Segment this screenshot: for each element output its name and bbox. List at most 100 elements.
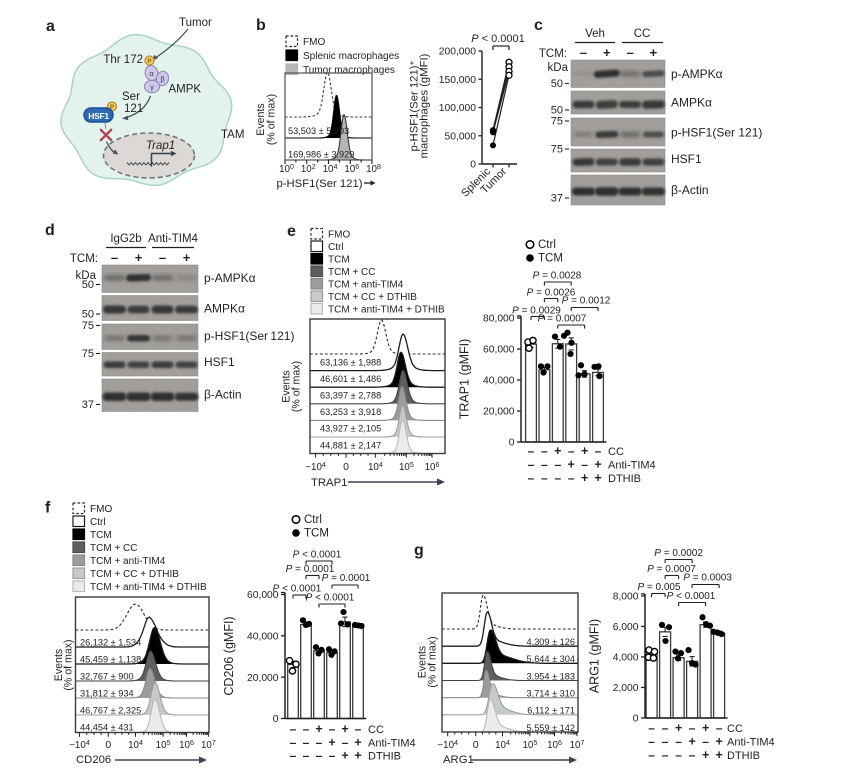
svg-text:150,000: 150,000 (439, 75, 476, 86)
svg-text:+: + (594, 458, 601, 472)
svg-text:104: 104 (128, 739, 143, 751)
svg-text:104: 104 (495, 739, 510, 751)
svg-text:53,503 ± 5,203: 53,503 ± 5,203 (288, 126, 349, 136)
svg-text:0: 0 (633, 714, 639, 725)
svg-text:AMPKα: AMPKα (671, 96, 712, 110)
svg-text:60,000: 60,000 (247, 590, 279, 601)
svg-text:Ctrl: Ctrl (538, 239, 556, 251)
svg-text:TCM: TCM (328, 255, 350, 266)
svg-text:c: c (534, 17, 543, 34)
svg-text:106: 106 (547, 739, 562, 751)
svg-text:Ctrl: Ctrl (304, 514, 322, 526)
svg-text:–: – (662, 735, 669, 749)
svg-text:kDa: kDa (76, 270, 97, 282)
svg-text:+: + (328, 736, 335, 750)
svg-text:P = 0.0028: P = 0.0028 (533, 271, 582, 282)
svg-text:P < 0.0001: P < 0.0001 (667, 591, 716, 602)
svg-text:TRAP1: TRAP1 (311, 477, 347, 489)
svg-text:β-Actin: β-Actin (671, 183, 709, 197)
svg-text:–: – (702, 735, 709, 749)
svg-text:FMO: FMO (328, 230, 350, 241)
svg-text:37: 37 (551, 193, 563, 205)
svg-text:4,309 ± 126: 4,309 ± 126 (527, 637, 575, 647)
svg-text:43,927 ± 2,105: 43,927 ± 2,105 (320, 424, 381, 434)
svg-text:–: – (554, 458, 561, 472)
svg-text:ARG1: ARG1 (443, 754, 474, 766)
svg-text:–: – (662, 721, 669, 735)
svg-text:–: – (541, 471, 548, 485)
svg-text:+: + (354, 736, 361, 750)
svg-text:+: + (354, 749, 361, 763)
svg-text:44,454 ± 431: 44,454 ± 431 (80, 723, 134, 733)
svg-text:200,000: 200,000 (439, 47, 476, 58)
svg-text:–: – (541, 458, 548, 472)
svg-text:HSF1: HSF1 (204, 355, 235, 369)
svg-text:100,000: 100,000 (439, 103, 476, 114)
svg-text:FMO: FMO (90, 504, 112, 515)
svg-text:–: – (111, 250, 118, 265)
svg-text:46,767 ± 2,325: 46,767 ± 2,325 (80, 706, 141, 716)
svg-text:Events: Events (417, 646, 429, 678)
svg-text:–: – (316, 749, 323, 763)
svg-text:Tumor macrophages: Tumor macrophages (303, 65, 395, 76)
svg-text:(% of max): (% of max) (266, 94, 278, 145)
svg-text:macrophages (gMFI): macrophages (gMFI) (419, 53, 431, 158)
svg-text:106: 106 (179, 739, 194, 751)
svg-text:γ: γ (150, 83, 154, 92)
svg-text:50: 50 (82, 279, 94, 291)
svg-text:+: + (568, 458, 575, 472)
svg-text:+: + (135, 250, 143, 265)
svg-text:Thr 172: Thr 172 (103, 54, 143, 66)
svg-text:–: – (716, 721, 723, 735)
svg-text:p-AMPKα: p-AMPKα (671, 67, 723, 81)
svg-text:6,000: 6,000 (613, 622, 639, 633)
svg-text:–: – (662, 748, 669, 762)
svg-text:40,000: 40,000 (247, 632, 279, 643)
svg-text:0: 0 (509, 438, 515, 449)
svg-text:TCM + anti-TIM4: TCM + anti-TIM4 (90, 556, 166, 567)
svg-text:0: 0 (470, 160, 476, 171)
svg-text:–: – (528, 471, 535, 485)
svg-text:+: + (581, 444, 588, 458)
svg-text:TCM + CC: TCM + CC (90, 543, 138, 554)
svg-text:44,881 ± 2,147: 44,881 ± 2,147 (320, 440, 381, 450)
svg-text:75: 75 (82, 348, 94, 360)
svg-text:+: + (702, 721, 709, 735)
svg-text:P = 0.0003: P = 0.0003 (683, 573, 732, 584)
svg-text:0: 0 (343, 461, 349, 473)
svg-text:–: – (316, 736, 323, 750)
svg-text:+: + (675, 721, 682, 735)
svg-text:TCM + anti-TIM4 + DTHIB: TCM + anti-TIM4 + DTHIB (90, 582, 207, 593)
svg-text:FMO: FMO (303, 37, 325, 48)
svg-text:105: 105 (156, 739, 171, 751)
svg-text:β: β (160, 75, 165, 84)
svg-text:P = 0.0001: P = 0.0001 (286, 564, 335, 575)
svg-text:ARG1 (gMFI): ARG1 (gMFI) (588, 619, 602, 693)
svg-text:p-HSF1(Ser 121): p-HSF1(Ser 121) (671, 126, 762, 140)
svg-text:Anti-TIM4: Anti-TIM4 (608, 460, 656, 472)
svg-text:f: f (45, 500, 51, 517)
svg-text:CD206 (gMFI): CD206 (gMFI) (222, 616, 236, 695)
svg-text:Ctrl: Ctrl (90, 517, 106, 528)
svg-text:TCM: TCM (538, 253, 563, 265)
svg-text:50: 50 (82, 309, 94, 321)
svg-text:60,000: 60,000 (483, 345, 515, 356)
svg-text:P = 0.0007: P = 0.0007 (647, 564, 696, 575)
svg-text:P < 0.0001: P < 0.0001 (293, 550, 342, 561)
svg-text:Ctrl: Ctrl (328, 242, 344, 253)
svg-text:0: 0 (473, 739, 479, 751)
svg-text:Events: Events (53, 649, 65, 681)
svg-text:P < 0.0001: P < 0.0001 (273, 584, 322, 595)
svg-text:Anti-TIM4: Anti-TIM4 (148, 233, 198, 245)
svg-text:p-HSF1(Ser 121): p-HSF1(Ser 121) (276, 178, 362, 190)
svg-text:(% of max): (% of max) (426, 636, 438, 687)
svg-text:+: + (315, 722, 322, 736)
svg-text:CD206: CD206 (76, 754, 111, 766)
svg-text:107: 107 (570, 739, 585, 751)
svg-text:Events: Events (281, 370, 293, 402)
svg-text:–: – (159, 250, 166, 265)
svg-text:104: 104 (323, 163, 338, 175)
svg-text:p-HSF1(Ser 121): p-HSF1(Ser 121) (204, 329, 294, 343)
svg-text:+: + (341, 722, 348, 736)
svg-text:–: – (528, 458, 535, 472)
